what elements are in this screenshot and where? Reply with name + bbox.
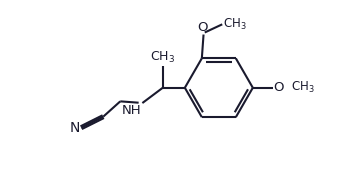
Text: CH$_3$: CH$_3$	[291, 80, 314, 95]
Text: CH$_3$: CH$_3$	[223, 17, 247, 32]
Text: CH$_3$: CH$_3$	[150, 50, 175, 65]
Text: O: O	[273, 81, 284, 94]
Text: NH: NH	[122, 104, 141, 117]
Text: O: O	[198, 21, 208, 34]
Text: N: N	[70, 121, 80, 135]
